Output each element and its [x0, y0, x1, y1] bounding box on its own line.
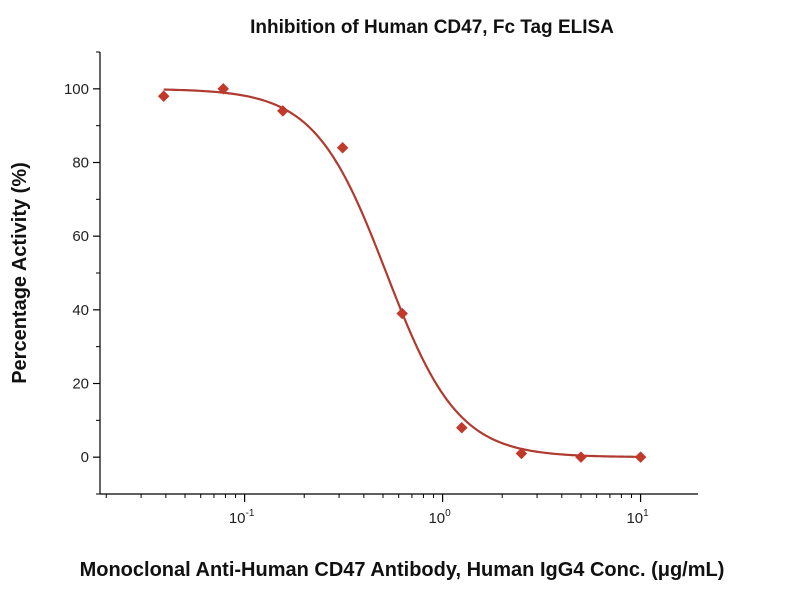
chart-title: Inhibition of Human CD47, Fc Tag ELISA	[250, 17, 614, 38]
x-axis-label: Monoclonal Anti-Human CD47 Antibody, Hum…	[80, 559, 725, 581]
y-tick-label: 40	[72, 302, 89, 319]
data-point	[277, 105, 289, 117]
data-point	[515, 447, 528, 460]
data-point	[157, 90, 170, 103]
x-tick-exponent: 0	[445, 508, 451, 519]
data-point	[336, 141, 349, 154]
x-tick-exponent: -1	[246, 508, 255, 519]
data-point	[455, 421, 468, 434]
data-point	[634, 451, 647, 464]
y-tick-label: 80	[72, 155, 89, 172]
x-tick-base: 10	[428, 510, 445, 527]
y-tick-label: 0	[81, 449, 89, 466]
data-point	[575, 451, 587, 464]
x-tick-base: 10	[626, 510, 643, 527]
y-axis-label: Percentage Activity (%)	[9, 162, 31, 384]
fit-curve	[163, 88, 641, 458]
y-tick-label: 60	[72, 228, 89, 245]
x-tick-label: 10-1	[229, 508, 255, 527]
data-point	[396, 307, 409, 320]
x-tick-exponent: 1	[643, 508, 649, 519]
data-points	[157, 82, 647, 464]
x-tick-base: 10	[229, 510, 246, 527]
fit-curve-layer	[163, 88, 641, 458]
x-tick-label: 101	[626, 508, 649, 527]
y-tick-label: 100	[64, 81, 89, 98]
data-point	[217, 82, 230, 95]
x-tick-label: 100	[428, 508, 451, 527]
y-tick-label: 20	[72, 376, 89, 393]
